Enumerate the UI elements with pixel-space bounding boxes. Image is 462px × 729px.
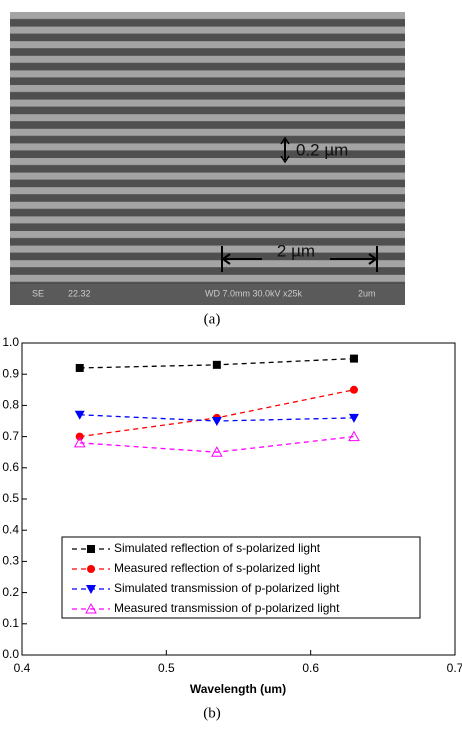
y-tick-label: 0.2 [2,585,19,599]
marker [73,436,86,448]
sem-info: 2um [358,288,376,298]
marker [75,363,84,372]
marker [86,585,96,594]
sem-info: WD 7.0mm 30.0kV x25k [205,288,303,298]
legend-label: Measured transmission of p-polarized lig… [114,601,340,615]
marker [348,430,360,442]
caption: (a) [204,311,221,327]
x-tick-label: 0.6 [302,661,319,675]
line [79,435,355,453]
y-tick-label: 0.3 [2,554,19,568]
marker [87,565,95,573]
scale-label: 2 µm [277,241,315,260]
scale-label: 0.2 µm [296,140,348,159]
y-tick-label: 0.4 [2,522,19,536]
marker [348,413,359,423]
marker [349,385,358,394]
sem-info: 22.32 [68,288,91,298]
marker [211,446,223,457]
sem-info: SE [32,288,44,298]
y-tick-label: 0.9 [2,366,19,380]
y-tick-label: 0.7 [2,429,19,443]
legend-box [61,536,421,619]
x-tick-label: 0.7 [447,661,462,675]
y-tick-label: 0.5 [2,491,19,505]
marker [211,417,222,426]
marker [75,432,84,441]
marker [74,410,85,420]
marker [212,360,221,369]
legend-label: Simulated transmission of p-polarized li… [114,581,340,595]
line [79,389,355,438]
legend-label: Simulated reflection of s-polarized ligh… [114,541,321,555]
marker [87,545,95,553]
x-axis-label: Wavelength (um) [190,682,286,696]
y-tick-label: 0.1 [2,616,19,630]
marker [349,354,358,363]
y-tick-label: 1.0 [2,335,19,349]
x-tick-label: 0.5 [158,661,175,675]
sem-image: 0.2 µm 2 µm SE 22.32 WD 7.0mm 30.0kV x25… [10,12,405,305]
marker [85,602,97,614]
y-tick-label: 0.0 [2,647,19,661]
legend-label: Measured reflection of s-polarized light [114,561,321,575]
y-tick-label: 0.6 [2,460,19,474]
x-tick-label: 0.4 [14,661,31,675]
caption: (b) [203,705,221,721]
y-tick-label: 0.8 [2,398,19,412]
